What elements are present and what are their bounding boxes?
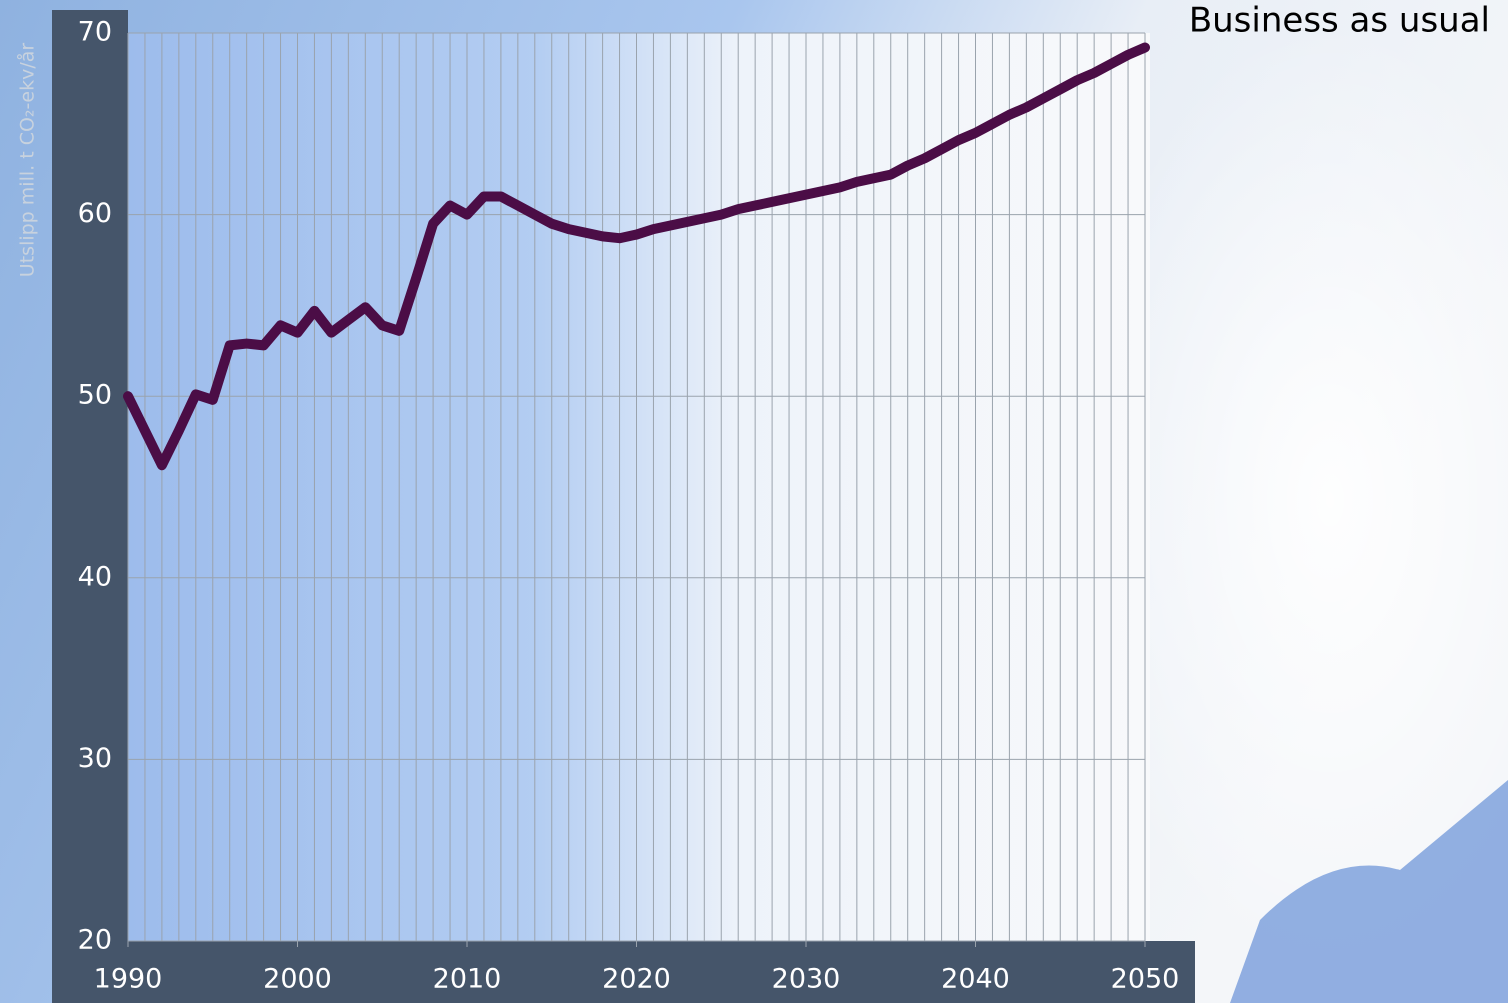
x-tick-label: 2050 bbox=[1111, 964, 1180, 995]
y-tick-label: 40 bbox=[78, 561, 112, 592]
plot-area bbox=[128, 33, 1150, 941]
y-tick-label: 20 bbox=[78, 925, 112, 956]
x-tick-label: 2010 bbox=[433, 964, 502, 995]
x-tick-label: 2030 bbox=[772, 964, 841, 995]
y-tick-label: 50 bbox=[78, 380, 112, 411]
chart: 2030405060701990200020102020203020402050… bbox=[0, 0, 1508, 1003]
y-axis-band bbox=[52, 10, 128, 941]
y-tick-label: 30 bbox=[78, 743, 112, 774]
x-tick-label: 2040 bbox=[941, 964, 1010, 995]
x-tick-label: 1990 bbox=[94, 964, 163, 995]
y-tick-label: 70 bbox=[78, 17, 112, 48]
x-tick-label: 2020 bbox=[602, 964, 671, 995]
legend-label: Business as usual bbox=[1189, 1, 1490, 41]
grid bbox=[128, 33, 1145, 947]
y-tick-label: 60 bbox=[78, 198, 112, 229]
y-axis-title: Utslipp mill. t CO₂-ekv/år bbox=[16, 43, 39, 278]
x-tick-label: 2000 bbox=[263, 964, 332, 995]
